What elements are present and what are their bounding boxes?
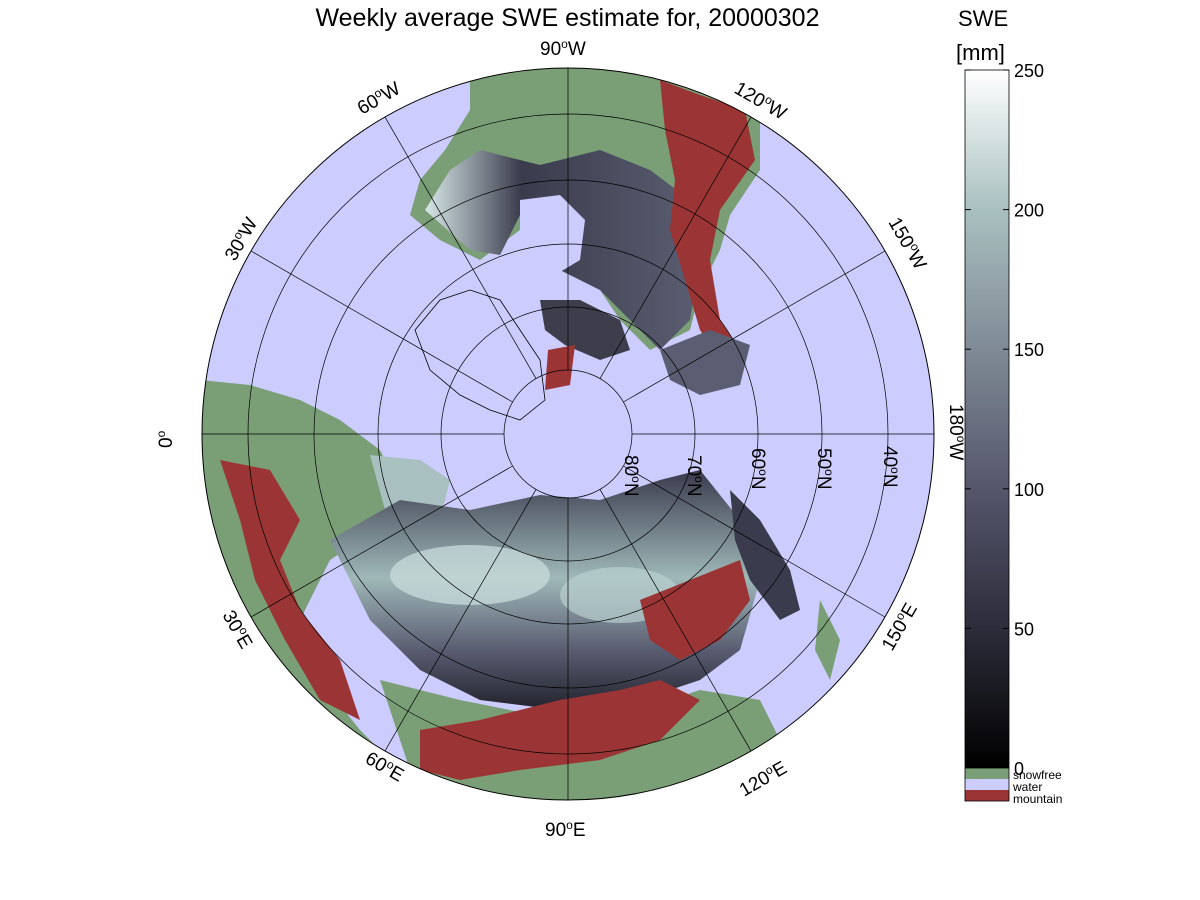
legend-label-mountain: mountain — [1013, 792, 1062, 806]
kamchatka — [730, 490, 800, 620]
meridian-line — [384, 489, 537, 752]
legend-label-snowfree: snowfree — [1013, 768, 1062, 782]
lat-50n: 50oN — [813, 448, 836, 490]
legend-swatch-mountain — [965, 790, 1009, 801]
colorbar-tick-label: 250 — [1014, 61, 1044, 81]
lon-120e: 120oE — [735, 756, 791, 801]
colorbar: 0 50 100 150 200 250 snowfree water mountain — [964, 61, 1062, 806]
meridian-line — [250, 465, 513, 618]
colorbar-tick-label: 100 — [1014, 480, 1044, 500]
legend-swatch-snowfree — [965, 768, 1009, 779]
legend-swatch-water — [965, 779, 1009, 790]
map-surface — [202, 68, 934, 800]
hudson-bay — [520, 195, 585, 275]
siberia-snow-max — [390, 545, 550, 605]
lat-70n: 70oN — [683, 455, 706, 497]
colorbar-tick-label: 150 — [1014, 340, 1044, 360]
colorbar-tick-label: 50 — [1014, 619, 1034, 639]
graticule — [201, 67, 935, 801]
colorbar-tick-label: 200 — [1014, 201, 1044, 221]
map-title: Weekly average SWE estimate for, 2000030… — [315, 4, 820, 32]
colorbar-title: SWE — [958, 6, 1009, 31]
meridian-line — [623, 250, 886, 403]
colorbar-gradient — [964, 69, 1010, 769]
greenland-outline — [414, 289, 546, 421]
lon-90w: 90oW — [540, 37, 586, 60]
colorbar-unit: [mm] — [956, 40, 1005, 65]
japan — [815, 600, 840, 680]
eurasia-snow — [330, 470, 760, 710]
meridian-line — [599, 489, 752, 752]
colorbar-tick-label: 0 — [1014, 759, 1024, 779]
meridian-line — [250, 250, 513, 403]
legend-label-water: water — [1012, 780, 1042, 794]
arctic-islands — [540, 300, 630, 360]
meridian-line — [384, 116, 537, 379]
rocky-mountains — [660, 80, 755, 360]
parallel-labels: 80oN 70oN 60oN 50oN 40oN — [620, 446, 902, 497]
meridian-line — [623, 465, 886, 618]
lat-60n: 60oN — [747, 448, 770, 490]
eastern-siberia-mountains — [640, 560, 750, 660]
lon-180w: 180oW — [945, 404, 968, 460]
europe-mountain — [220, 460, 360, 720]
meridian-line — [599, 116, 752, 379]
himalaya-mountains — [420, 680, 700, 780]
lon-0: 0o — [154, 430, 177, 448]
lat-40n: 40oN — [879, 446, 902, 488]
lat-80n: 80oN — [620, 455, 643, 497]
arctic-island-mountain — [545, 345, 575, 390]
lon-90e: 90oE — [545, 818, 586, 841]
